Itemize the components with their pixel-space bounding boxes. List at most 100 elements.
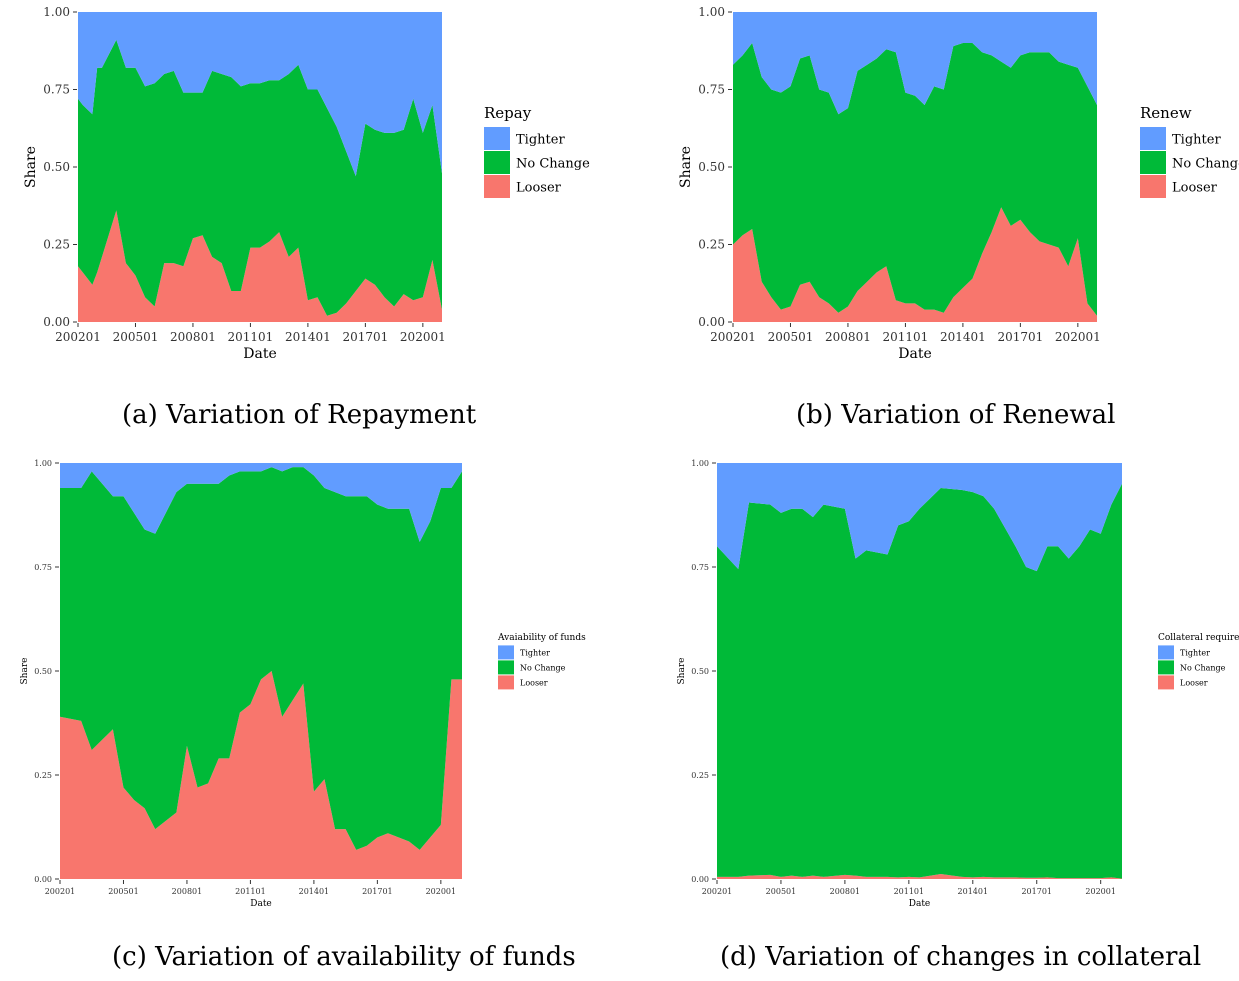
x-tick-label: 200801 — [830, 887, 861, 896]
x-tick-label: 201101 — [235, 887, 266, 896]
y-tick-label: 1.00 — [691, 459, 709, 468]
chart-svg: 0.00 0.25 0.50 0.75 1.00 200201 200501 200801 20… — [677, 459, 1239, 909]
x-tick-label: 200501 — [766, 887, 797, 896]
y-tick-label: 0.50 — [698, 160, 725, 174]
y-tick-label: 0.00 — [698, 315, 725, 329]
chart-svg: 0.00 0.25 0.50 0.75 1.00 200201 200501 200801 20… — [20, 459, 586, 909]
x-tick-label: 200201 — [710, 330, 756, 344]
x-tick-label: 200501 — [768, 330, 814, 344]
chart-panel-repayment: 0.00 0.25 0.50 0.75 1.00 200201 200501 200801 20… — [0, 0, 620, 440]
x-tick-label: 201401 — [285, 330, 331, 344]
x-tick-label: 201701 — [342, 330, 388, 344]
y-tick-label: 0.00 — [43, 315, 70, 329]
x-tick-label: 200201 — [45, 887, 76, 896]
x-tick-label: 200201 — [702, 887, 733, 896]
y-tick-label: 0.00 — [691, 875, 709, 884]
legend-title: Renew — [1140, 104, 1192, 122]
y-axis-title: Share — [678, 146, 694, 188]
x-tick-label: 200801 — [825, 330, 871, 344]
area-series-tighter — [717, 463, 1122, 572]
y-tick-label: 0.00 — [34, 875, 52, 884]
y-tick-label: 1.00 — [34, 459, 52, 468]
chart-caption: (a) Variation of Repayment — [122, 400, 477, 430]
legend-key-no-change — [1140, 151, 1166, 174]
y-tick-label: 0.25 — [43, 238, 70, 252]
chart-caption: (b) Variation of Renewal — [796, 400, 1116, 430]
legend-title: Repay — [484, 104, 532, 122]
legend-title: Avaiability of funds — [497, 633, 586, 643]
y-tick-label: 0.75 — [34, 563, 52, 572]
y-tick-label: 0.25 — [691, 771, 709, 780]
x-tick-label: 201701 — [362, 887, 393, 896]
x-tick-label: 200801 — [172, 887, 203, 896]
x-tick-label: 200501 — [113, 330, 159, 344]
area-series-no-change — [717, 483, 1122, 879]
chart-caption: (c) Variation of availability of funds — [112, 942, 576, 972]
x-tick-label: 200801 — [170, 330, 216, 344]
x-axis-title: Date — [243, 346, 276, 362]
x-tick-label: 201101 — [883, 330, 929, 344]
area-series-tighter — [60, 463, 462, 543]
x-tick-label: 202001 — [1085, 887, 1116, 896]
y-axis-title: Share — [23, 146, 39, 188]
legend-key-tighter — [1140, 127, 1166, 150]
chart-panel-renewal: 0.00 0.25 0.50 0.75 1.00 200201 200501 200801 20… — [620, 0, 1239, 440]
chart-svg: 0.00 0.25 0.50 0.75 1.00 200201 200501 200801 20… — [23, 5, 590, 362]
area-series-no-change — [60, 467, 462, 850]
legend-key-looser — [484, 175, 510, 198]
area-series-tighter — [733, 12, 1097, 115]
legend-key-tighter — [498, 645, 514, 660]
y-tick-label: 0.50 — [43, 160, 70, 174]
y-tick-label: 0.75 — [698, 83, 725, 97]
area-series-no-change — [733, 43, 1097, 316]
legend-label: No Change — [516, 157, 590, 172]
legend-key-no-change — [484, 151, 510, 174]
x-tick-label: 202001 — [1055, 330, 1101, 344]
x-tick-label: 201401 — [299, 887, 330, 896]
legend-label: Tighter — [516, 133, 565, 148]
x-axis-title: Date — [250, 899, 272, 909]
y-tick-label: 0.75 — [691, 563, 709, 572]
x-axis-title: Date — [898, 346, 931, 362]
legend-label: Tighter — [1172, 133, 1221, 148]
chart-panel-collateral: 0.00 0.25 0.50 0.75 1.00 200201 200501 200801 20… — [620, 445, 1239, 981]
y-tick-label: 0.75 — [43, 83, 70, 97]
legend-key-tighter — [484, 127, 510, 150]
x-tick-label: 201101 — [894, 887, 925, 896]
x-tick-label: 201101 — [228, 330, 274, 344]
legend-key-looser — [1140, 175, 1166, 198]
y-tick-label: 0.50 — [691, 667, 709, 676]
y-tick-label: 0.50 — [34, 667, 52, 676]
legend-key-tighter — [1158, 645, 1174, 660]
area-series-tighter — [78, 12, 442, 177]
legend-label: Tighter — [1180, 649, 1210, 658]
legend-label: Looser — [1180, 679, 1208, 688]
legend-label: Looser — [520, 679, 548, 688]
legend-key-no-change — [498, 660, 514, 675]
x-tick-label: 201401 — [958, 887, 989, 896]
area-series-looser — [60, 671, 462, 879]
legend-label: Looser — [516, 181, 562, 196]
y-axis-title: Share — [20, 658, 30, 685]
chart-caption: (d) Variation of changes in collateral — [720, 942, 1202, 972]
y-tick-label: 1.00 — [43, 5, 70, 19]
legend-label: No Change — [1172, 157, 1239, 172]
x-tick-label: 202001 — [400, 330, 446, 344]
chart-panel-availability: 0.00 0.25 0.50 0.75 1.00 200201 200501 200801 20… — [0, 445, 620, 981]
x-tick-label: 201701 — [997, 330, 1043, 344]
x-tick-label: 201401 — [940, 330, 986, 344]
legend-label: Tighter — [520, 649, 550, 658]
y-tick-label: 1.00 — [698, 5, 725, 19]
area-series-looser — [717, 874, 1122, 879]
x-tick-label: 200201 — [55, 330, 101, 344]
legend-label: No Change — [1180, 664, 1226, 673]
x-axis-title: Date — [909, 899, 931, 909]
y-tick-label: 0.25 — [34, 771, 52, 780]
area-series-no-change — [78, 39, 442, 316]
area-series-looser — [733, 207, 1097, 322]
x-tick-label: 200501 — [108, 887, 139, 896]
y-tick-label: 0.25 — [698, 238, 725, 252]
legend-label: No Change — [520, 664, 566, 673]
legend-key-looser — [1158, 675, 1174, 690]
legend-key-looser — [498, 675, 514, 690]
